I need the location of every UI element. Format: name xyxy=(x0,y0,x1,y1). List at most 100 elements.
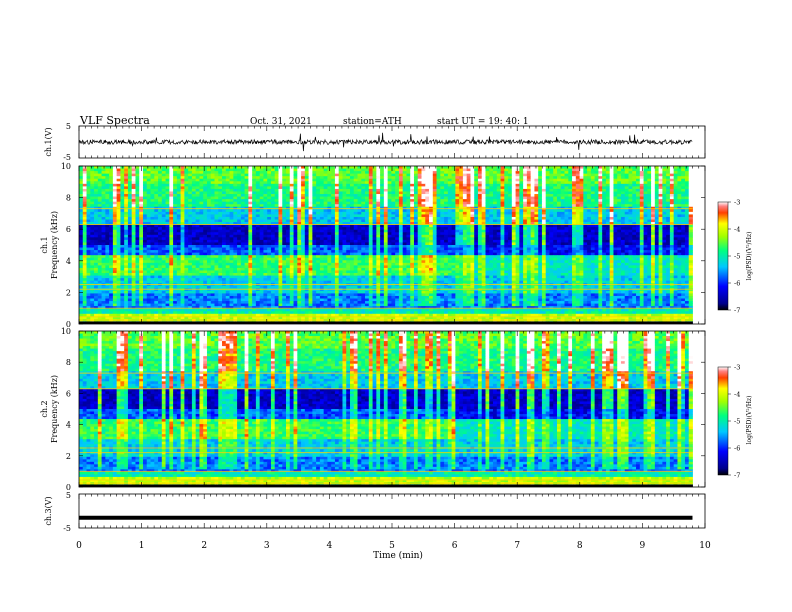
spectrogram-cell xyxy=(568,173,573,177)
spectrogram-cell xyxy=(617,204,622,208)
spectrogram-cell xyxy=(429,234,434,238)
spectrogram-cell xyxy=(609,204,614,208)
spectrogram-cell xyxy=(267,186,272,190)
spectrogram-cell xyxy=(139,229,144,233)
spectrogram-cell xyxy=(504,186,509,190)
spectrogram-cell xyxy=(169,178,174,182)
spectrogram-cell xyxy=(451,232,456,236)
spectrogram-cell xyxy=(252,237,257,241)
spectrogram-cell xyxy=(613,194,618,197)
spectrogram-cell xyxy=(654,201,659,205)
spectrogram-cell xyxy=(127,211,133,215)
spectrogram-cell xyxy=(583,214,588,218)
spectrogram-cell xyxy=(150,219,155,223)
spectrogram-cell xyxy=(319,191,325,195)
spectrogram-cell xyxy=(534,229,539,233)
spectrogram-cell xyxy=(583,199,588,203)
spectrogram-cell xyxy=(493,209,498,213)
spectrogram-cell xyxy=(628,168,633,172)
spectrogram-cell xyxy=(210,204,215,208)
spectrogram-cell xyxy=(334,204,340,208)
spectrogram-cell xyxy=(421,219,426,223)
spectrogram-cell xyxy=(319,222,325,226)
spectrogram-cell xyxy=(541,168,547,172)
spectrogram-cell xyxy=(161,183,166,187)
spectrogram-cell xyxy=(669,191,675,195)
spectrogram-cell xyxy=(493,201,498,205)
spectrogram-cell xyxy=(173,219,178,223)
spectrogram-cell xyxy=(395,196,400,200)
spectrogram-cell xyxy=(545,186,550,190)
spectrogram-cell xyxy=(579,166,584,169)
spectrogram-cell xyxy=(82,196,87,200)
spectrogram-cell xyxy=(534,214,539,218)
spectrogram-cell xyxy=(643,173,648,177)
spectrogram-cell xyxy=(432,171,437,175)
spectrogram-cell xyxy=(165,194,170,197)
spectrogram-cell xyxy=(681,214,686,218)
spectrogram-cell xyxy=(338,183,343,187)
spectrogram-cell xyxy=(361,194,366,197)
spectrogram-cell xyxy=(673,232,678,236)
spectrogram-cell xyxy=(575,234,580,238)
spectrogram-cell xyxy=(402,232,407,236)
spectrogram-cell xyxy=(173,229,178,233)
spectrogram-cell xyxy=(94,176,99,180)
spectrogram-cell xyxy=(331,204,336,208)
spectrogram-cell xyxy=(590,237,596,241)
spectrogram-cell xyxy=(515,201,520,205)
spectrogram-cell xyxy=(353,209,358,213)
spectrogram-cell xyxy=(560,181,565,185)
spectrogram-cell xyxy=(605,237,611,241)
spectrogram-cell xyxy=(169,201,174,205)
spectrogram-cell xyxy=(274,176,279,180)
spectrogram-cell xyxy=(79,227,84,231)
spectrogram-cell xyxy=(609,183,614,187)
spectrogram-cell xyxy=(203,199,208,203)
spectrogram-cell xyxy=(643,224,648,228)
spectrogram-cell xyxy=(688,191,693,195)
spectrogram-cell xyxy=(398,171,404,175)
spectrogram-cell xyxy=(572,219,577,223)
spectrogram-cell xyxy=(338,171,343,175)
spectrogram-cell xyxy=(331,224,336,228)
spectrogram-cell xyxy=(154,191,159,195)
spectrogram-cell xyxy=(82,199,87,203)
spectrogram-cell xyxy=(218,196,223,200)
spectrogram-cell xyxy=(252,224,257,228)
spectrogram-cell xyxy=(643,181,648,185)
spectrogram-cell xyxy=(233,183,238,187)
spectrogram-cell xyxy=(395,204,400,208)
spectrogram-cell xyxy=(575,181,580,185)
spectrogram-cell xyxy=(549,191,554,195)
spectrogram-cell xyxy=(180,222,185,226)
spectrogram-cell xyxy=(101,224,106,228)
spectrogram-cell xyxy=(346,181,351,185)
spectrogram-cell xyxy=(651,229,656,233)
spectrogram-cell xyxy=(587,222,592,226)
spectrogram-cell xyxy=(421,211,426,215)
spectrogram-cell xyxy=(334,181,340,185)
spectrogram-cell xyxy=(165,178,170,182)
spectrogram-cell xyxy=(541,204,547,208)
spectrogram-cell xyxy=(651,211,656,215)
spectrogram-cell xyxy=(538,229,543,233)
spectrogram-cell xyxy=(662,211,667,215)
spectrogram-cell xyxy=(222,183,227,187)
spectrogram-cell xyxy=(617,194,622,197)
spectrogram-cell xyxy=(590,168,596,172)
spectrogram-cell xyxy=(515,171,520,175)
spectrogram-cell xyxy=(135,191,140,195)
spectrogram-cell xyxy=(613,222,618,226)
spectrogram-cell xyxy=(222,204,227,208)
spectrogram-cell xyxy=(316,166,321,169)
spectrogram-cell xyxy=(647,204,652,208)
spectrogram-cell xyxy=(188,214,193,218)
spectrogram-cell xyxy=(210,186,215,190)
spectrogram-cell xyxy=(575,199,580,203)
spectrogram-cell xyxy=(530,201,535,205)
spectrogram-cell xyxy=(101,239,106,243)
spectrogram-cell xyxy=(387,237,392,241)
spectrogram-cell xyxy=(515,191,520,195)
spectrogram-cell xyxy=(523,219,528,223)
